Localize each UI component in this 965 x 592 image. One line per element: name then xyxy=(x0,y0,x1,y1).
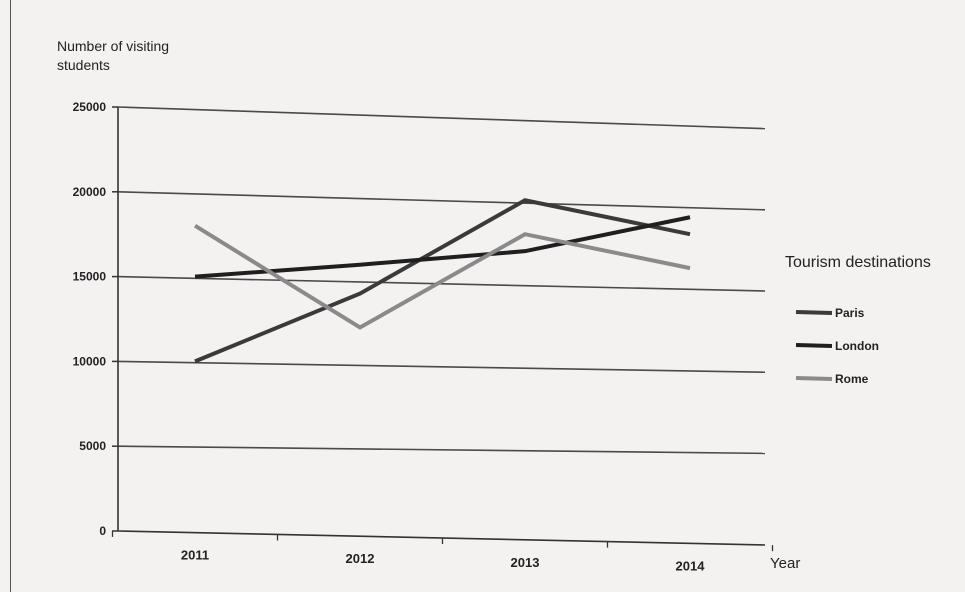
legend-label-rome: Rome xyxy=(835,372,869,386)
gridline xyxy=(117,191,766,211)
gridline xyxy=(117,106,766,130)
y-tick-label: 0 xyxy=(99,524,106,538)
y-tick-label: 20000 xyxy=(73,185,107,199)
gridlines xyxy=(117,106,766,455)
y-axis-title-line1: Number of visiting xyxy=(57,38,169,54)
legend: Paris London Rome xyxy=(795,306,879,386)
x-tick-label: 2012 xyxy=(346,551,375,566)
y-axis-title-line2: students xyxy=(57,57,110,73)
legend-swatch-rome xyxy=(795,376,833,381)
legend-label-london: London xyxy=(835,339,879,353)
series-line-rome xyxy=(193,224,691,330)
legend-label-paris: Paris xyxy=(835,306,865,320)
gridline xyxy=(117,275,766,292)
x-tick-label: 2011 xyxy=(181,548,209,563)
page-edge-line xyxy=(10,0,11,592)
x-axis-title: Year xyxy=(770,555,800,572)
series-lines xyxy=(193,198,691,364)
legend-swatch-paris xyxy=(795,310,833,315)
axes: 0 5000 10000 15000 20000 25000 2011 2012 2013 201… xyxy=(73,100,774,573)
gridline xyxy=(117,445,766,455)
y-tick-label: 5000 xyxy=(79,439,106,453)
gridline xyxy=(117,360,766,373)
x-axis-line xyxy=(117,530,766,546)
legend-title: Tourism destinations xyxy=(785,254,931,271)
series-line-paris xyxy=(194,198,691,364)
y-tick-label: 25000 xyxy=(73,100,107,114)
legend-swatch-london xyxy=(795,343,833,348)
y-tick-label: 10000 xyxy=(73,354,107,368)
x-tick-label: 2013 xyxy=(511,555,540,570)
y-tick-label: 15000 xyxy=(73,270,107,284)
x-tick-label: 2014 xyxy=(676,558,706,573)
series-line-london xyxy=(194,215,691,279)
